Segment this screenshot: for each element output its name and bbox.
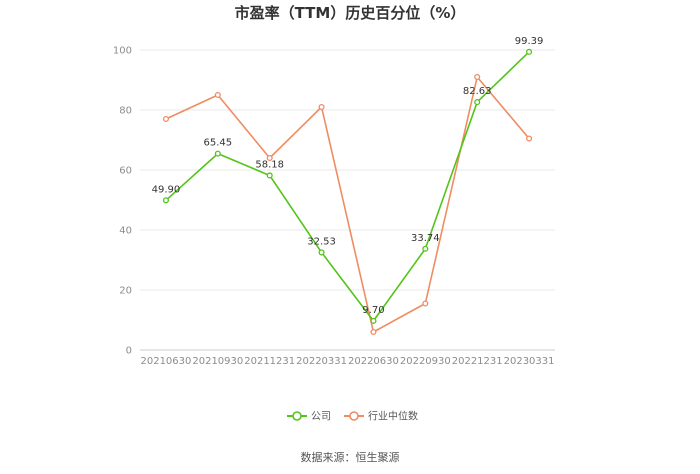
legend: 公司 行业中位数 — [287, 410, 418, 423]
y-tick-label: 20 — [119, 286, 132, 297]
x-tick-label: 20220930 — [400, 356, 451, 367]
x-tick-label: 20211231 — [244, 356, 295, 367]
data-point[interactable] — [318, 103, 325, 111]
legend-label: 公司 — [311, 412, 331, 423]
grid — [140, 49, 555, 351]
data-label: 58.18 — [255, 159, 284, 170]
data-point[interactable] — [526, 135, 533, 142]
y-tick-label: 40 — [119, 226, 132, 237]
x-tick-label: 20210630 — [140, 356, 191, 367]
series-industry-median — [162, 73, 533, 336]
data-label: 82.63 — [463, 86, 492, 97]
y-axis: 0 20 40 60 80 100 — [113, 46, 132, 357]
legend-marker — [292, 411, 302, 421]
y-tick-label: 0 — [126, 346, 132, 357]
x-axis: 20210630 20210930 20211231 20220331 20220630… — [140, 356, 554, 367]
data-point[interactable] — [474, 99, 481, 106]
data-label: 32.53 — [307, 236, 336, 247]
data-point[interactable] — [422, 245, 429, 252]
data-point[interactable] — [370, 328, 377, 336]
data-label: 65.45 — [203, 138, 232, 149]
data-point[interactable] — [422, 300, 429, 307]
data-label: 9.70 — [362, 305, 384, 316]
data-point[interactable] — [162, 115, 169, 123]
y-tick-label: 60 — [119, 166, 132, 177]
chart-title: 市盈率（TTM）历史百分位（%） — [235, 4, 466, 22]
x-tick-label: 20220331 — [296, 356, 347, 367]
data-source: 数据来源：恒生聚源 — [301, 450, 400, 464]
series-line — [165, 76, 530, 333]
data-label: 49.90 — [152, 184, 181, 195]
x-tick-label: 20230331 — [504, 356, 555, 367]
data-label: 99.39 — [515, 36, 544, 47]
legend-item-company[interactable]: 公司 — [287, 411, 331, 423]
legend-label: 行业中位数 — [368, 410, 418, 423]
x-tick-label: 20210930 — [192, 356, 243, 367]
x-tick-label: 20221231 — [452, 356, 503, 367]
series-layer: 49.90 65.45 58.18 32.53 9.70 33.74 82.63 99.39 — [152, 36, 544, 336]
data-point[interactable] — [474, 73, 481, 81]
data-point[interactable] — [214, 91, 221, 99]
data-label: 33.74 — [411, 233, 440, 244]
data-point[interactable] — [370, 317, 377, 324]
data-point[interactable] — [214, 150, 221, 157]
x-tick-label: 20220630 — [348, 356, 399, 367]
series-line — [165, 51, 530, 322]
data-point[interactable] — [162, 197, 169, 204]
series-company — [162, 48, 533, 324]
legend-marker — [349, 411, 359, 421]
data-point[interactable] — [266, 172, 273, 179]
y-tick-label: 100 — [113, 46, 132, 57]
y-tick-label: 80 — [119, 106, 132, 117]
data-point[interactable] — [526, 48, 533, 55]
data-point[interactable] — [266, 154, 273, 162]
data-point[interactable] — [318, 249, 325, 256]
legend-item-industry-median[interactable]: 行业中位数 — [344, 410, 418, 423]
